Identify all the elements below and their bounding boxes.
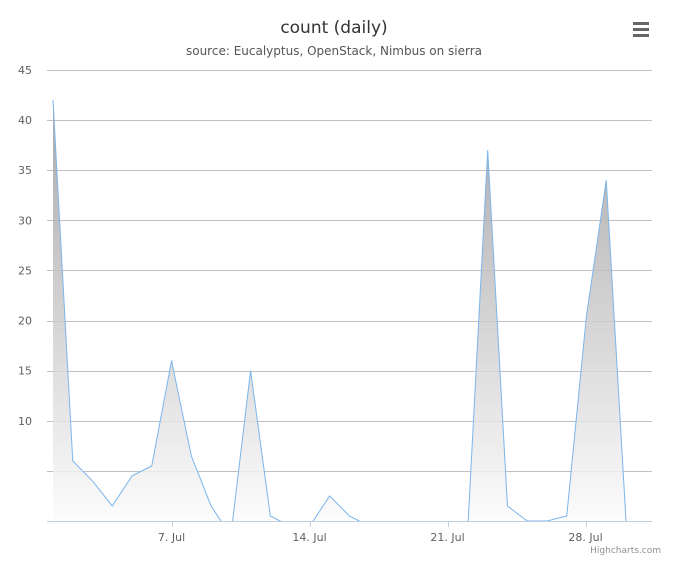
grid-lines xyxy=(47,70,652,472)
y-tick-label: 40 xyxy=(18,114,32,127)
x-tick-label: 28. Jul xyxy=(568,531,602,544)
y-tick-label: 35 xyxy=(18,164,32,177)
hamburger-menu-icon xyxy=(633,22,649,37)
chart-title: count (daily) xyxy=(280,18,387,38)
y-tick-label: 25 xyxy=(18,264,32,277)
x-tick-label: 14. Jul xyxy=(292,531,326,544)
y-tick-label: 30 xyxy=(18,214,32,227)
y-tick-label: 10 xyxy=(18,415,32,428)
y-tick-label: 45 xyxy=(18,64,32,77)
x-tick-label: 21. Jul xyxy=(430,531,464,544)
series-line xyxy=(52,100,627,521)
x-axis: 7. Jul 14. Jul 21. Jul 28. Jul xyxy=(47,521,652,544)
context-menu-button[interactable] xyxy=(626,16,656,42)
y-tick-label: 15 xyxy=(18,365,32,378)
credits-link[interactable]: Highcharts.com xyxy=(590,546,661,556)
chart-subtitle: source: Eucalyptus, OpenStack, Nimbus on… xyxy=(186,44,482,58)
series-area xyxy=(53,100,626,521)
plot-area xyxy=(52,100,627,521)
y-axis-ticks: 10 15 20 25 30 35 40 45 xyxy=(18,64,32,428)
y-tick-label: 20 xyxy=(18,315,32,328)
x-tick-label: 7. Jul xyxy=(158,531,185,544)
